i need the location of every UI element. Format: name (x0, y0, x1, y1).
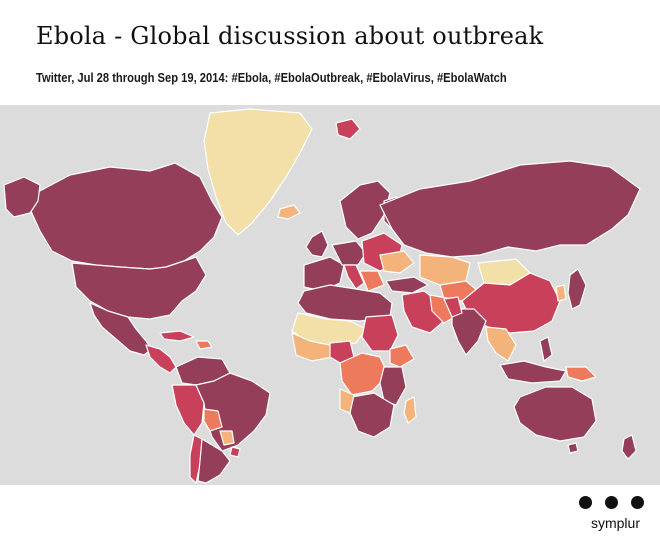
logo-dot (631, 496, 644, 509)
three-dots-icon (574, 496, 644, 510)
japan[interactable] (567, 268, 587, 310)
indonesia-malaysia[interactable] (499, 360, 567, 384)
philippines[interactable] (539, 336, 553, 362)
world-map-svg (0, 105, 660, 485)
russia[interactable] (379, 160, 641, 258)
sahel[interactable] (291, 312, 367, 346)
central-america[interactable] (145, 344, 177, 374)
symplur-logo[interactable]: symplur (574, 496, 644, 536)
ukraine[interactable] (379, 250, 415, 274)
caribbean[interactable] (195, 340, 213, 350)
chart-subtitle: Twitter, Jul 28 through Sep 19, 2014: #E… (36, 70, 507, 85)
france-spain[interactable] (303, 256, 345, 292)
pakistan[interactable] (443, 296, 463, 318)
alaska[interactable] (3, 176, 41, 218)
uruguay[interactable] (229, 446, 241, 458)
italy[interactable] (343, 264, 365, 290)
ethiopia[interactable] (389, 344, 415, 368)
germany-central[interactable] (331, 240, 367, 266)
east-africa[interactable] (379, 366, 407, 406)
brand-name: symplur (590, 515, 640, 531)
bolivia[interactable] (203, 408, 223, 432)
logo-dot (605, 496, 618, 509)
southern-africa[interactable] (349, 392, 395, 438)
svalbard[interactable] (335, 118, 361, 140)
uk-ireland[interactable] (305, 230, 329, 258)
korea[interactable] (555, 284, 567, 302)
southeast-asia[interactable] (485, 326, 517, 362)
usa[interactable] (71, 256, 207, 320)
madagascar[interactable] (403, 396, 417, 424)
china[interactable] (461, 272, 561, 334)
angola[interactable] (339, 388, 355, 414)
balkans[interactable] (359, 270, 385, 292)
australia[interactable] (513, 386, 597, 442)
new-guinea[interactable] (565, 366, 597, 382)
iceland[interactable] (277, 204, 301, 220)
cuba[interactable] (159, 330, 195, 342)
canada[interactable] (29, 162, 223, 270)
greenland[interactable] (203, 108, 313, 236)
turkey[interactable] (385, 276, 429, 294)
logo-dot (579, 496, 592, 509)
paraguay[interactable] (219, 430, 235, 446)
world-map (0, 105, 660, 485)
chart-title: Ebola - Global discussion about outbreak (36, 22, 544, 50)
new-zealand[interactable] (621, 434, 637, 460)
argentina[interactable] (197, 438, 231, 484)
tasmania[interactable] (567, 442, 579, 454)
india[interactable] (451, 308, 487, 356)
